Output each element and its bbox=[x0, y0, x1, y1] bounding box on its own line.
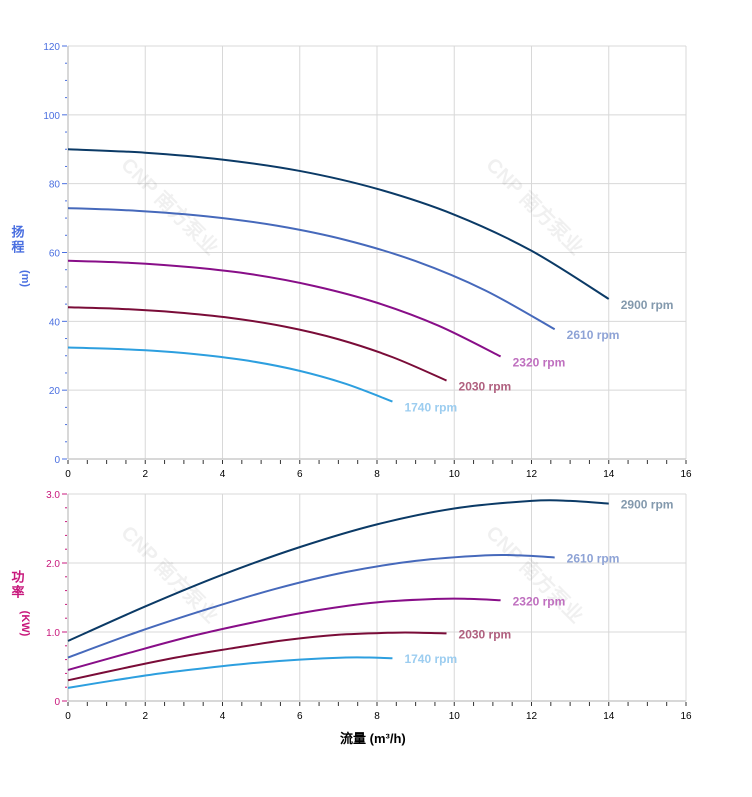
series-label: 2030 rpm bbox=[459, 380, 512, 394]
series-line-2900-rpm bbox=[67, 148, 610, 300]
y-tick-label: 120 bbox=[43, 42, 60, 53]
watermark-logo: CNP 南方泵业 bbox=[481, 521, 588, 628]
y-axis-label: 扬 bbox=[11, 225, 24, 240]
x-tick-label: 10 bbox=[449, 469, 461, 480]
x-tick-label: 14 bbox=[603, 469, 615, 480]
plot-0: 0 20 40 60 80 100 120 0 2 4 6 8 10 12 14 16 扬程 (m) CNP 南方泵… bbox=[11, 42, 692, 480]
y-axis-label: 程 bbox=[11, 240, 24, 255]
y-tick-label: 80 bbox=[49, 180, 61, 191]
series-line-2610-rpm bbox=[67, 553, 555, 659]
series-label: 2900 rpm bbox=[621, 298, 674, 312]
series-label: 2610 rpm bbox=[567, 551, 620, 565]
y-axis-unit: (KW) bbox=[19, 611, 31, 637]
series-label: 2320 rpm bbox=[513, 355, 566, 369]
x-tick-label: 2 bbox=[142, 469, 148, 480]
series-line-2610-rpm bbox=[67, 207, 556, 331]
y-tick-label: 1.0 bbox=[46, 628, 60, 639]
y-tick-label: 2.0 bbox=[46, 559, 60, 570]
y-tick-label: 100 bbox=[43, 111, 60, 122]
x-tick-label: 0 bbox=[65, 469, 71, 480]
series-line-2030-rpm bbox=[67, 631, 447, 682]
y-axis-unit: (m) bbox=[19, 270, 31, 287]
x-tick-label: 4 bbox=[220, 469, 226, 480]
x-tick-label: 2 bbox=[142, 711, 148, 722]
x-tick-label: 8 bbox=[374, 711, 380, 722]
y-tick-label: 0 bbox=[54, 697, 60, 708]
x-tick-label: 8 bbox=[374, 469, 380, 480]
series-line-1740-rpm bbox=[67, 346, 393, 403]
watermark-logo: CNP 南方泵业 bbox=[481, 153, 588, 260]
series-line-2900-rpm bbox=[67, 499, 609, 642]
series-line-2030-rpm bbox=[67, 306, 447, 382]
x-tick-label: 10 bbox=[449, 711, 461, 722]
y-tick-label: 60 bbox=[49, 249, 61, 260]
series-label: 2030 rpm bbox=[459, 627, 512, 641]
series-label: 2320 rpm bbox=[513, 594, 566, 608]
y-tick-label: 20 bbox=[49, 386, 61, 397]
series-label: 2610 rpm bbox=[567, 328, 620, 342]
x-tick-label: 0 bbox=[65, 711, 71, 722]
y-tick-label: 3.0 bbox=[46, 490, 60, 501]
series-line-1740-rpm bbox=[67, 656, 393, 689]
series-line-2320-rpm bbox=[67, 597, 501, 671]
x-tick-label: 14 bbox=[603, 711, 615, 722]
series-line-2320-rpm bbox=[67, 259, 502, 358]
series-label: 1740 rpm bbox=[404, 401, 457, 415]
y-axis-label: 率 bbox=[11, 585, 24, 600]
x-tick-label: 16 bbox=[680, 469, 692, 480]
series-label: 1740 rpm bbox=[404, 652, 457, 666]
y-tick-label: 40 bbox=[49, 317, 61, 328]
watermark-logo: CNP 南方泵业 bbox=[116, 153, 223, 260]
x-tick-label: 16 bbox=[680, 711, 692, 722]
y-axis-label: 功 bbox=[11, 570, 24, 585]
x-tick-label: 12 bbox=[526, 469, 538, 480]
series-label: 2900 rpm bbox=[621, 498, 674, 512]
x-tick-label: 4 bbox=[220, 711, 226, 722]
y-tick-label: 0 bbox=[54, 455, 60, 466]
x-tick-label: 6 bbox=[297, 469, 303, 480]
x-tick-label: 12 bbox=[526, 711, 538, 722]
x-tick-label: 6 bbox=[297, 711, 303, 722]
xlabel: 流量 (m³/h) bbox=[340, 731, 406, 746]
